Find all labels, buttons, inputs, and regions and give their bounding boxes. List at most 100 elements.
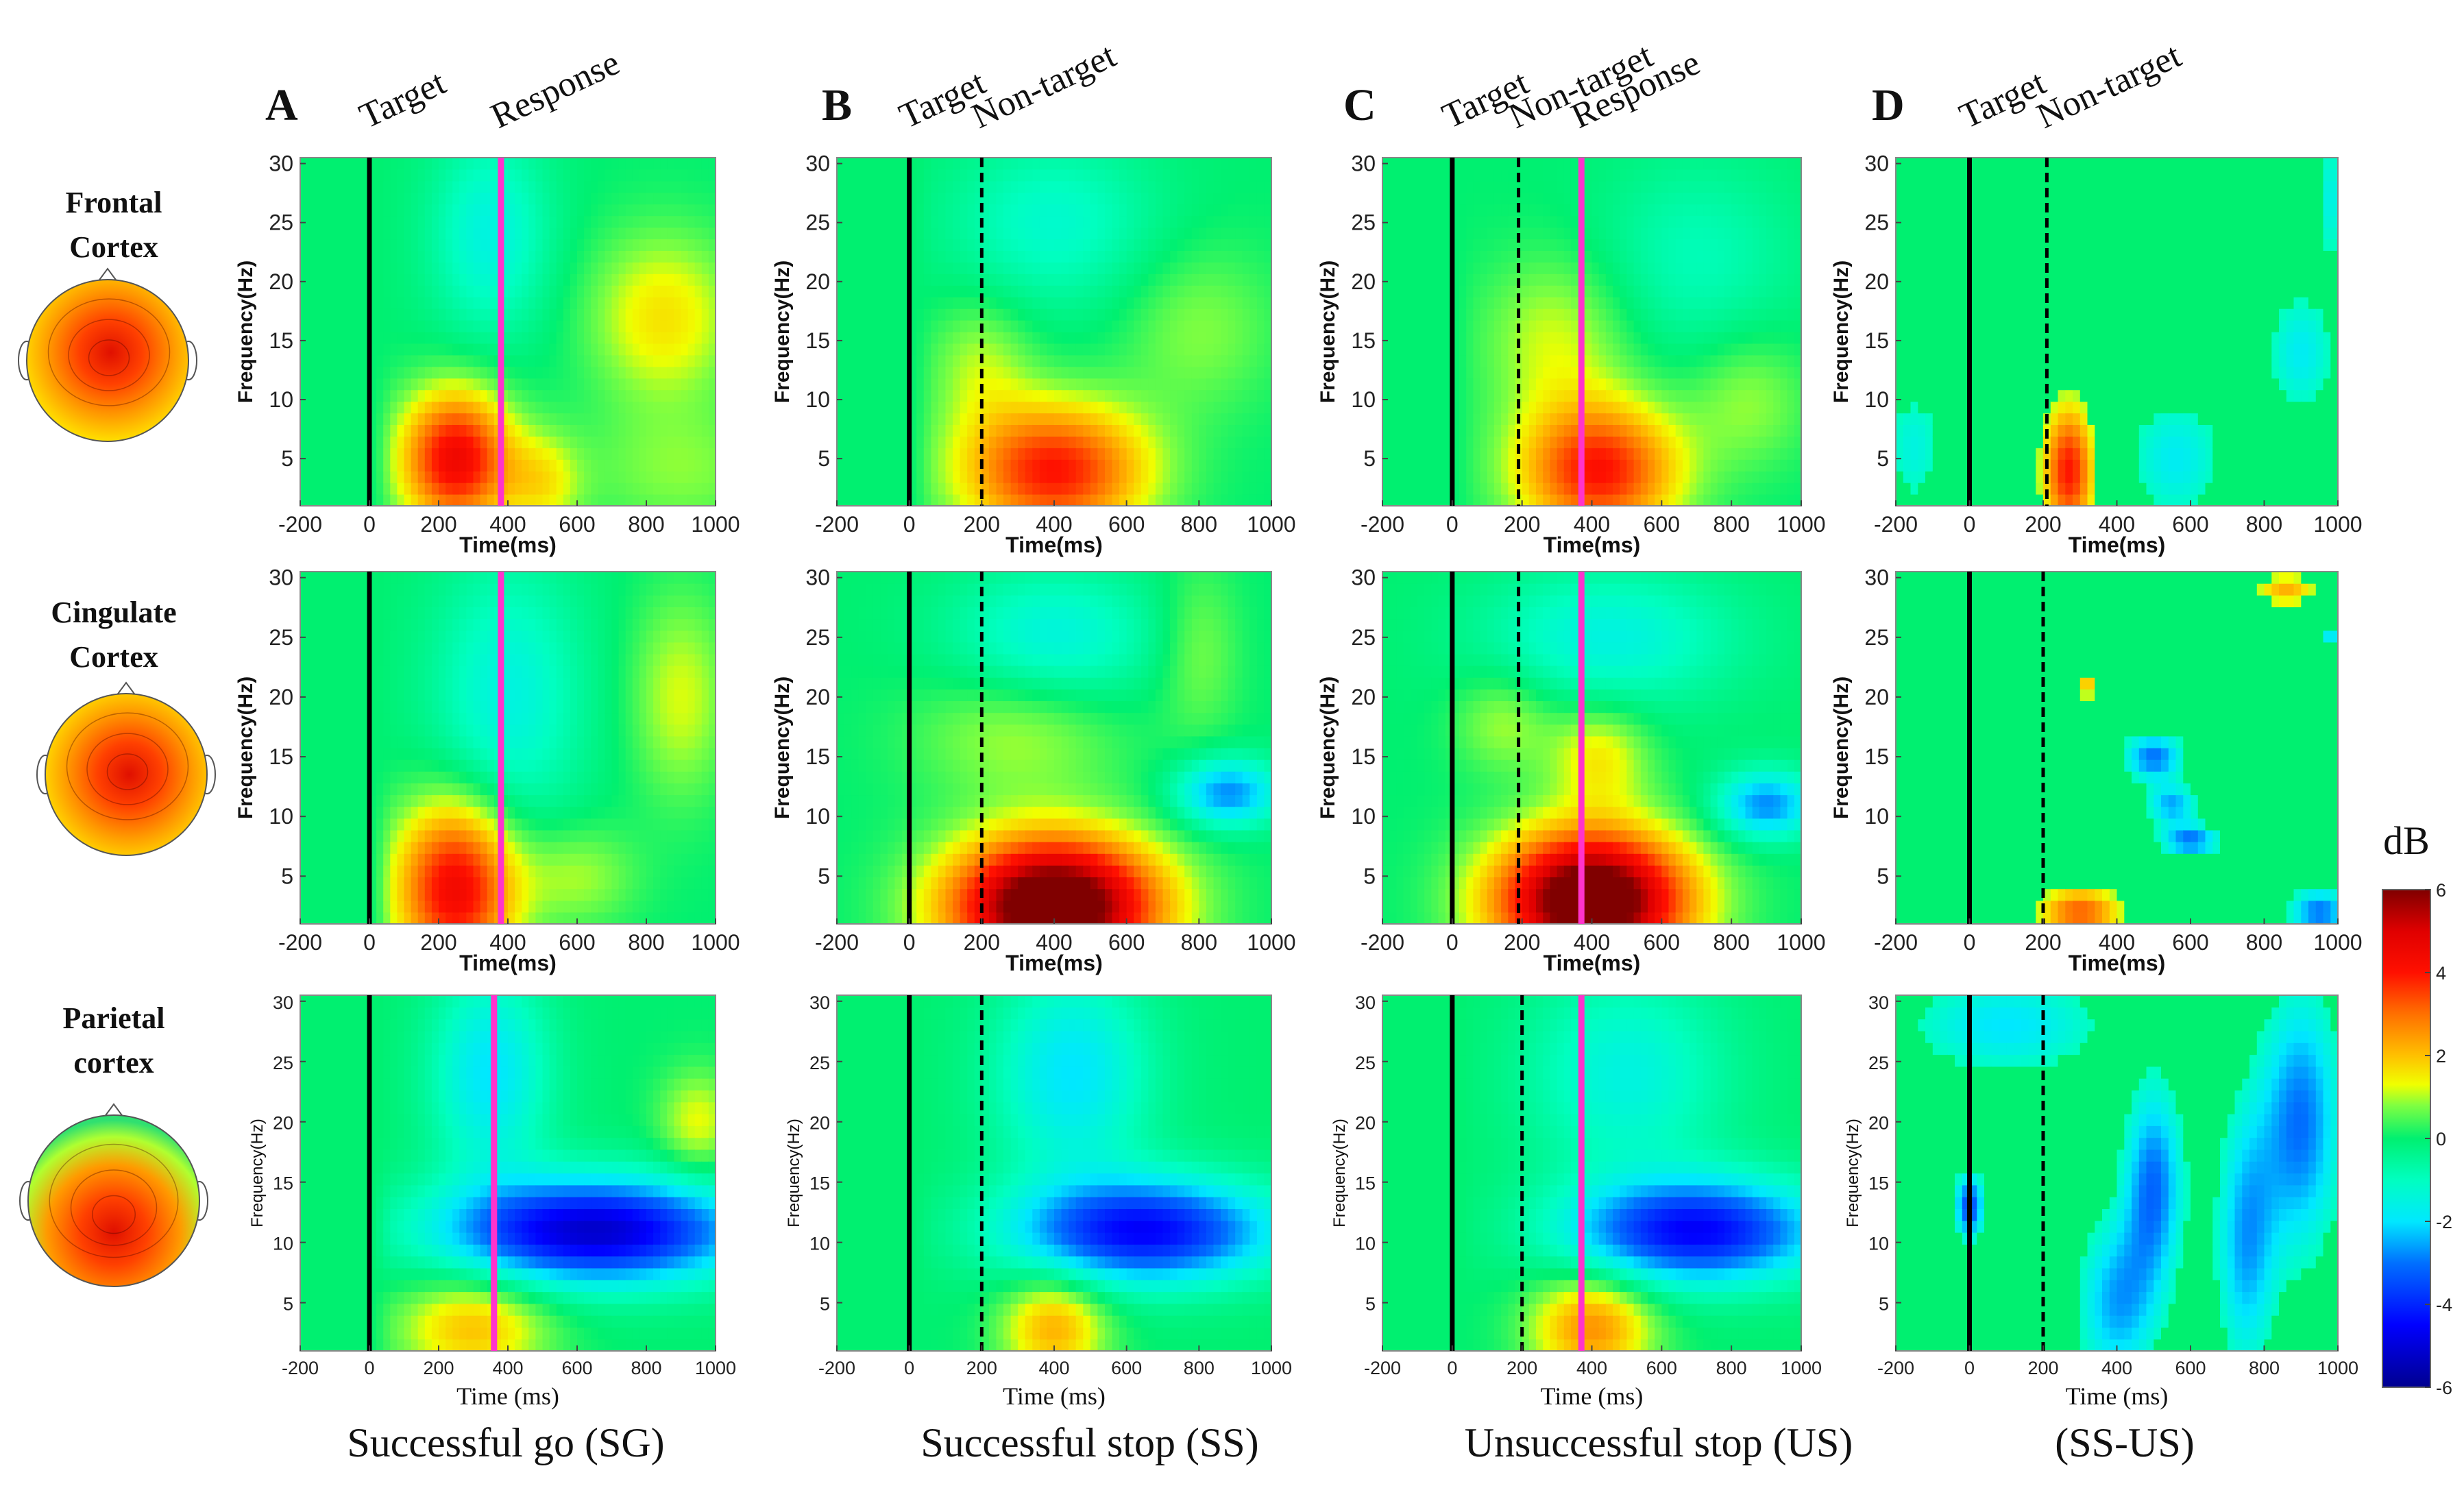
heatmap-cell (1424, 332, 1432, 344)
heatmap-cell (632, 215, 640, 228)
heatmap-cell (988, 192, 997, 205)
heatmap-cell (369, 413, 377, 425)
heatmap-cell (1256, 204, 1265, 217)
heatmap-cell (974, 332, 982, 344)
heatmap-cell (1459, 215, 1467, 228)
heatmap-cell (1221, 494, 1229, 507)
heatmap-cell (1256, 354, 1265, 367)
heatmap-cell (397, 459, 405, 472)
heatmap-cell (967, 378, 975, 391)
heatmap-cell (1403, 436, 1411, 448)
heatmap-cell (1501, 401, 1509, 414)
heatmap-cell (858, 332, 866, 344)
heatmap-cell (611, 215, 620, 228)
heatmap-cell (1191, 308, 1199, 321)
heatmap-cell (1605, 366, 1613, 379)
heatmap-cell (397, 494, 405, 507)
heatmap-cell (397, 436, 405, 448)
heatmap-cell (1648, 297, 1655, 309)
heatmap-cell (1228, 354, 1236, 367)
heatmap-cell (417, 343, 426, 356)
heatmap-cell (598, 343, 605, 356)
heatmap-cell (1191, 262, 1199, 274)
heatmap-cell (974, 459, 982, 472)
heatmap-cell (960, 250, 968, 263)
heatmap-cell (667, 273, 674, 286)
heatmap-cell (1536, 158, 1544, 170)
heatmap-cell (1501, 448, 1509, 460)
heatmap-cell (1170, 354, 1178, 367)
heatmap-cell (556, 227, 564, 240)
heatmap-cell (625, 366, 633, 379)
heatmap-cell (1591, 192, 1600, 205)
heatmap-cell (452, 320, 460, 332)
heatmap-cell (1459, 169, 1467, 182)
heatmap-cell (1675, 494, 1683, 507)
heatmap-cell (1640, 448, 1648, 460)
heatmap-cell (605, 389, 613, 402)
heatmap-cell (591, 285, 598, 297)
heatmap-cell (424, 250, 432, 263)
heatmap-cell (1396, 332, 1404, 344)
heatmap-cell (321, 273, 328, 286)
heatmap-cell (880, 424, 888, 437)
heatmap-cell (1598, 192, 1607, 205)
heatmap-cell (307, 401, 315, 414)
heatmap-cell (1591, 204, 1600, 217)
heatmap-cell (1605, 215, 1613, 228)
heatmap-cell (1682, 227, 1690, 240)
heatmap-cell (1191, 320, 1199, 332)
heatmap-cell (542, 354, 550, 367)
heatmap-cell (480, 320, 488, 332)
heatmap-cell (598, 192, 605, 205)
heatmap-cell (1032, 401, 1040, 414)
heatmap-cell (1256, 413, 1265, 425)
heatmap-cell (1417, 389, 1425, 402)
heatmap-cell (591, 204, 598, 217)
heatmap-cell (1410, 494, 1418, 507)
heatmap-cell (500, 332, 509, 344)
heatmap-cell (1221, 320, 1229, 332)
heatmap-cell (1493, 180, 1502, 193)
heatmap-cell (397, 389, 405, 402)
heatmap-cell (1557, 401, 1565, 414)
heatmap-cell (1640, 343, 1648, 356)
heatmap-cell (515, 285, 522, 297)
heatmap-cell (1550, 169, 1558, 182)
heatmap-cell (1256, 343, 1265, 356)
heatmap-cell (431, 378, 439, 391)
heatmap-cell (708, 436, 716, 448)
heatmap-cell (953, 180, 961, 193)
heatmap-cell (1134, 332, 1142, 344)
heatmap-cell (1155, 436, 1164, 448)
heatmap-cell (1591, 239, 1600, 251)
heatmap-cell (1403, 401, 1411, 414)
heatmap-cell (1105, 401, 1113, 414)
heatmap-cell (549, 169, 557, 182)
heatmap-cell (431, 459, 439, 472)
heatmap-cell (1054, 273, 1062, 286)
heatmap-cell (1032, 308, 1040, 321)
heatmap-cell (1648, 239, 1655, 251)
heatmap-cell (1032, 424, 1040, 437)
heatmap-cell (439, 158, 446, 170)
heatmap-cell (508, 401, 515, 414)
heatmap-cell (1438, 354, 1446, 367)
heatmap-cell (1563, 448, 1572, 460)
heatmap-cell (1522, 366, 1530, 379)
heatmap-cell (1633, 459, 1642, 472)
heatmap-cell (1069, 204, 1077, 217)
heatmap-cell (931, 366, 939, 379)
heatmap-cell (404, 308, 412, 321)
heatmap-cell (570, 448, 578, 460)
heatmap-cell (411, 332, 419, 344)
heatmap-cell (480, 308, 488, 321)
heatmap-cell (584, 401, 591, 414)
heatmap-cell (1256, 401, 1265, 414)
heatmap-cell (535, 494, 544, 507)
heatmap-cell (967, 215, 975, 228)
heatmap-cell (369, 354, 377, 367)
heatmap-cell (1620, 343, 1627, 356)
heatmap-cell (902, 262, 910, 274)
heatmap-cell (1480, 250, 1488, 263)
